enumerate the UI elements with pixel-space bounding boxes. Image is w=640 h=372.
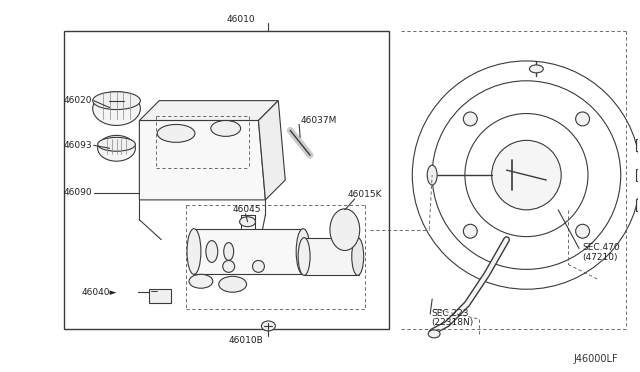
Bar — [149, 289, 171, 303]
Ellipse shape — [98, 135, 136, 161]
Ellipse shape — [189, 274, 213, 288]
Circle shape — [492, 140, 561, 210]
Bar — [194, 229, 303, 274]
Text: 46040►: 46040► — [81, 288, 116, 297]
Circle shape — [253, 260, 264, 272]
Ellipse shape — [428, 330, 440, 338]
Text: J46000LF: J46000LF — [573, 354, 618, 364]
Text: 46020: 46020 — [64, 96, 92, 105]
Text: (47210): (47210) — [582, 253, 618, 262]
Text: 46093: 46093 — [64, 141, 93, 150]
Ellipse shape — [93, 92, 140, 125]
Ellipse shape — [427, 165, 437, 185]
Ellipse shape — [352, 238, 364, 275]
Bar — [636, 140, 640, 151]
Text: 46045: 46045 — [233, 205, 261, 214]
Bar — [636, 169, 640, 181]
Ellipse shape — [296, 229, 310, 274]
Ellipse shape — [529, 65, 543, 73]
Circle shape — [463, 224, 477, 238]
Ellipse shape — [262, 321, 275, 331]
Ellipse shape — [206, 241, 218, 262]
Text: 46090: 46090 — [64, 189, 93, 198]
Bar — [64, 31, 390, 329]
Text: 46015K: 46015K — [348, 190, 382, 199]
Polygon shape — [140, 101, 278, 121]
Circle shape — [223, 260, 235, 272]
Text: SEC.470: SEC.470 — [582, 243, 620, 252]
Ellipse shape — [224, 243, 234, 260]
Circle shape — [575, 224, 589, 238]
Polygon shape — [140, 121, 266, 200]
Ellipse shape — [98, 137, 136, 151]
Ellipse shape — [298, 238, 310, 275]
Text: 46010B: 46010B — [228, 336, 263, 345]
Text: 46037M: 46037M — [300, 116, 337, 125]
Text: 46010: 46010 — [227, 15, 255, 24]
Bar — [636, 199, 640, 211]
Ellipse shape — [187, 229, 201, 274]
Bar — [304, 238, 358, 275]
Ellipse shape — [157, 125, 195, 142]
Circle shape — [463, 112, 477, 126]
Circle shape — [575, 112, 589, 126]
Ellipse shape — [239, 217, 255, 227]
Ellipse shape — [330, 209, 360, 250]
Ellipse shape — [219, 276, 246, 292]
Ellipse shape — [93, 92, 140, 110]
Text: (22318N): (22318N) — [431, 318, 474, 327]
Text: SEC.223: SEC.223 — [431, 308, 468, 318]
Ellipse shape — [211, 121, 241, 137]
Polygon shape — [259, 101, 285, 200]
